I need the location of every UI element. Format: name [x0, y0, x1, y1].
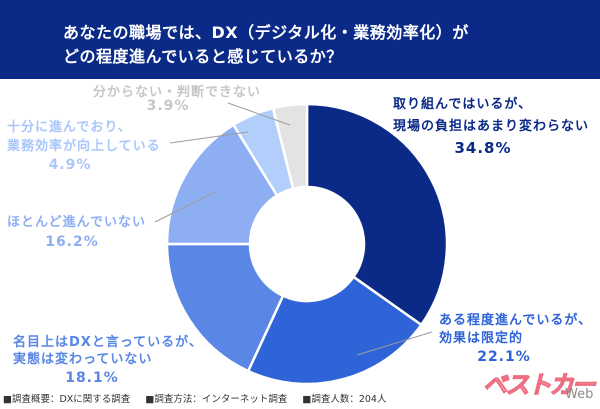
donut-slice	[165, 242, 285, 373]
donut-slice	[271, 102, 309, 191]
bestcar-web-logo: ベストカー Web	[482, 370, 598, 405]
donut-slice	[165, 123, 279, 246]
leader-line-sufficient	[169, 131, 249, 144]
donut-slice	[246, 275, 424, 386]
logo-web-suffix: Web	[565, 387, 594, 402]
title-banner: あなたの職場では、DX（デジタル化・業務効率化）が どの程度進んでいると感じてい…	[0, 0, 600, 79]
survey-footnote: ■調査概要：DXに関する調査 ■調査方法：インターネット調査 ■調査人数：204…	[3, 393, 398, 407]
value-sufficient: 4.9%	[48, 157, 92, 173]
footnote-survey-method: ■調査方法：インターネット調査	[145, 394, 288, 405]
footnote-survey-overview: ■調査概要：DXに関する調査	[3, 394, 131, 405]
label-hardly-progressing: ほとんど進んでいない	[7, 215, 146, 230]
label-limited-effect-line-1: ある程度進んでいるが、	[439, 313, 593, 328]
value-unknown: 3.9%	[146, 98, 190, 114]
label-nominal-only-line-2: 実態は変わっていない	[13, 352, 153, 367]
value-hardly-progressing: 16.2%	[45, 234, 99, 250]
chart-title-line-1: あなたの職場では、DX（デジタル化・業務効率化）が	[63, 23, 469, 42]
value-nominal-only: 18.1%	[65, 370, 119, 386]
label-burden-unchanged-line-1: 取り組んではいるが、	[393, 97, 533, 112]
label-burden-unchanged-line-2: 現場の負担はあまり変わらない	[393, 119, 590, 134]
value-limited-effect: 22.1%	[477, 349, 531, 365]
label-unknown: 分からない・判断できない	[93, 85, 262, 100]
leader-lines	[154, 102, 433, 356]
label-sufficient-line-1: 十分に進んでおり、	[7, 120, 132, 135]
label-nominal-only-line-1: 名目上はDXと言っているが、	[13, 335, 203, 350]
label-sufficient-line-2: 業務効率が向上している	[7, 139, 161, 154]
footnote-respondents: ■調査人数：204人	[302, 394, 387, 405]
logo-wordmark: ベストカー	[482, 370, 596, 399]
chart-title-line-2: どの程度進んでいると感じているか？	[63, 47, 343, 66]
leader-line-somewhat	[356, 331, 433, 356]
donut-slices	[165, 102, 449, 386]
leader-line-unknown	[227, 102, 291, 126]
donut-slice	[305, 102, 449, 327]
leader-line-hardly	[154, 191, 216, 223]
label-limited-effect-line-2: 効果は限定的	[439, 331, 524, 346]
value-burden-unchanged: 34.8%	[454, 139, 512, 157]
